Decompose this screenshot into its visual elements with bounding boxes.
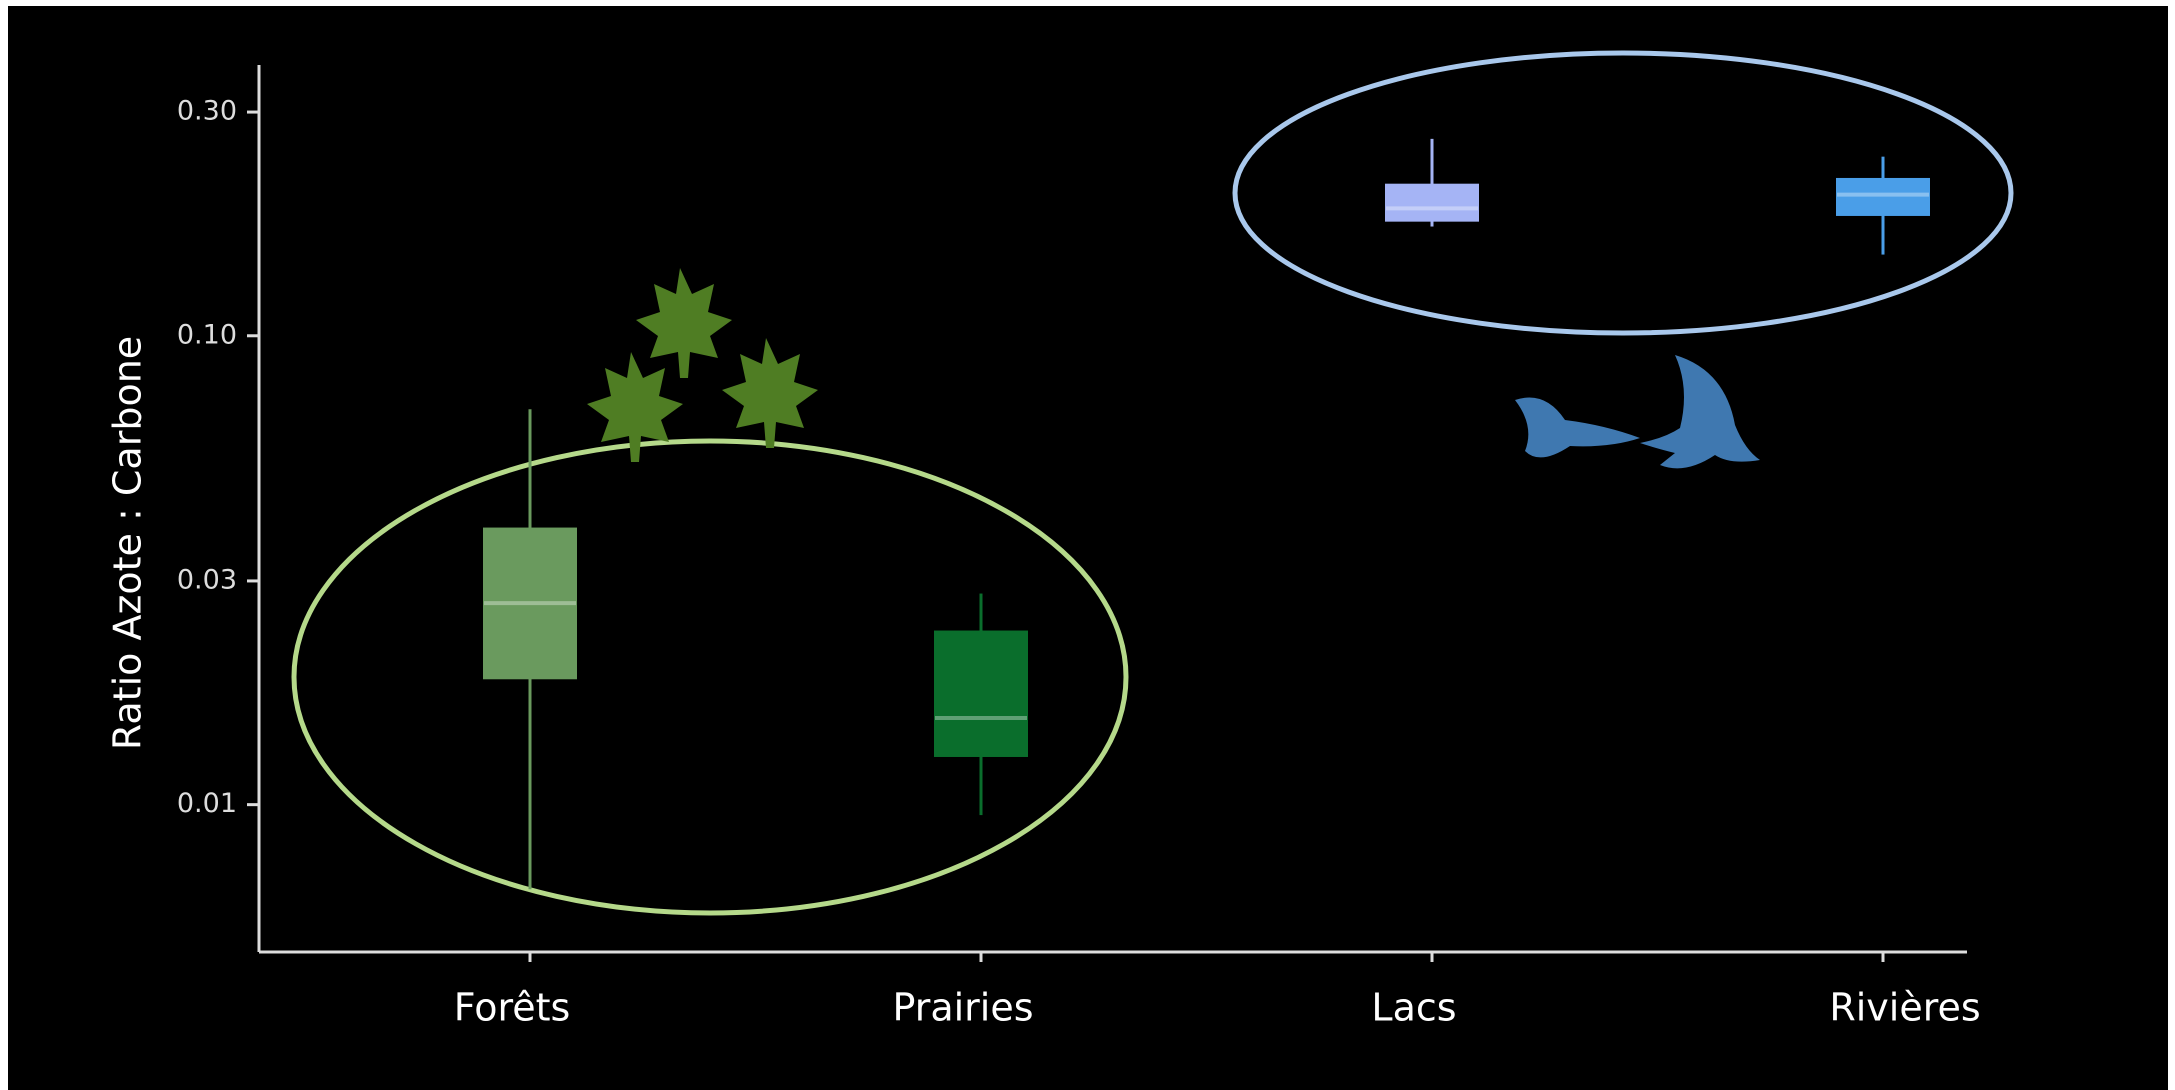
group-ellipse bbox=[291, 438, 1129, 916]
y-tick-label: 0.01 bbox=[177, 788, 237, 819]
box bbox=[1385, 183, 1479, 222]
background bbox=[8, 6, 2168, 1090]
box bbox=[934, 630, 1028, 757]
x-tick-label: Prairies bbox=[892, 986, 1033, 1030]
y-tick-label: 0.10 bbox=[177, 319, 237, 350]
box bbox=[1836, 177, 1930, 216]
aquatic-animals bbox=[1515, 355, 1760, 469]
y-tick-label: 0.03 bbox=[177, 564, 237, 595]
x-tick-label: Rivières bbox=[1829, 986, 1980, 1030]
maple-leaves bbox=[587, 268, 818, 462]
y-tick-label: 0.30 bbox=[177, 96, 237, 127]
box bbox=[483, 527, 577, 680]
x-tick-label: Forêts bbox=[454, 986, 571, 1030]
group-ellipse bbox=[1232, 50, 2014, 336]
x-tick-label: Lacs bbox=[1371, 986, 1456, 1030]
y-axis-title: Ratio Azote : Carbone bbox=[106, 336, 150, 750]
